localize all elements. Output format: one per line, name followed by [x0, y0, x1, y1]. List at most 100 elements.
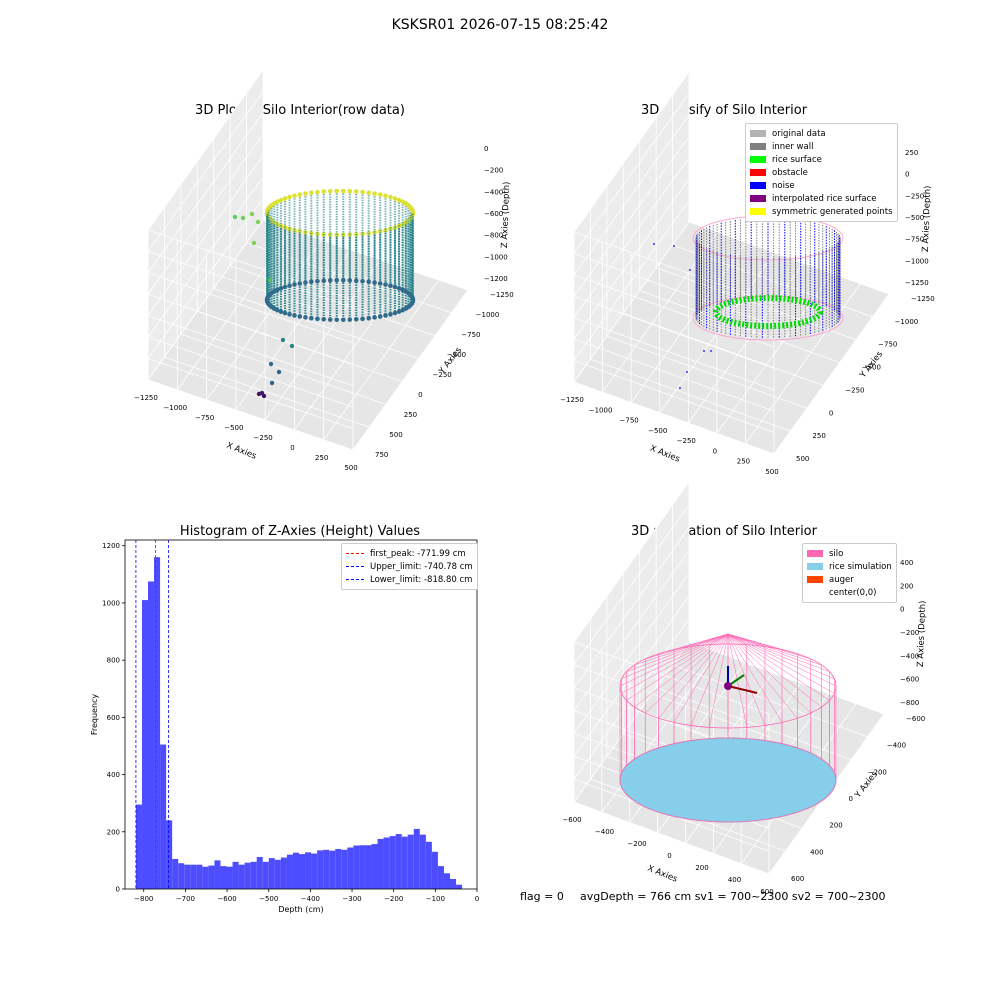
legend-label: obstacle: [772, 167, 808, 178]
y-tick-label: 600: [107, 714, 120, 722]
scatter-point: [297, 314, 303, 319]
scatter-point: [275, 287, 280, 293]
y-tick-label: −250: [433, 371, 452, 379]
scatter-point: [292, 313, 297, 318]
scatter-point: [392, 284, 398, 290]
histogram-bar: [256, 856, 263, 889]
y-tick-label: −600: [906, 715, 925, 723]
panel3-legend: first_peak: -771.99 cm Upper_limit: -740.…: [341, 543, 478, 590]
scatter-point: [383, 227, 388, 233]
scatter-point: [240, 215, 246, 221]
legend-entry: rice surface: [750, 153, 893, 166]
y-axis-label: Frequency: [90, 694, 99, 736]
y-tick-label: 0: [116, 886, 120, 894]
histogram-bar: [226, 866, 233, 889]
legend-swatch: [750, 208, 766, 215]
histogram-bar: [147, 581, 155, 889]
histogram-bar: [389, 836, 396, 889]
scatter-point: [315, 316, 320, 322]
legend-label: symmetric generated points: [772, 206, 893, 217]
scatter-point: [278, 309, 284, 314]
grid-line: [573, 381, 775, 455]
x-tick-label: −500: [648, 427, 667, 435]
grid-line: [147, 134, 264, 295]
scatter-point: [309, 315, 314, 321]
y-tick-label: −750: [878, 341, 897, 349]
grid-line: [147, 251, 354, 322]
z-tick-label: −250: [905, 192, 924, 200]
scatter-point: [388, 312, 393, 317]
grid-line: [672, 244, 873, 318]
x-tick-label: 0: [290, 444, 294, 452]
grid-line: [147, 91, 264, 252]
histogram-bar: [347, 847, 354, 889]
silo-roof-wire: [727, 633, 830, 672]
noise-point: [679, 387, 681, 389]
histogram-bar: [141, 600, 148, 889]
scatter-point: [282, 310, 288, 316]
x-tick-label: −200: [627, 840, 646, 848]
x-tick-label: −500: [224, 424, 243, 432]
silo-roof-wire: [626, 633, 729, 672]
legend-entry: rice simulation: [807, 560, 892, 573]
grid-line: [573, 550, 690, 711]
silo-roof-wire: [621, 633, 729, 679]
noise-point: [689, 269, 691, 271]
scatter-point: [396, 309, 402, 314]
scatter-point: [315, 231, 320, 237]
scatter-point: [269, 380, 275, 386]
scatter-point: [360, 189, 365, 195]
scatter-point: [292, 282, 297, 287]
grid-line: [745, 283, 861, 444]
z-tick-label: −800: [900, 699, 919, 707]
grid-line: [352, 289, 469, 451]
histogram-bar: [280, 857, 287, 889]
histogram-bar: [407, 834, 414, 889]
scatter-point: [309, 279, 314, 285]
scatter-point: [297, 281, 303, 286]
histogram-bar: [232, 861, 239, 889]
histogram-bar: [383, 837, 390, 889]
x-tick-label: −400: [301, 895, 320, 903]
scatter-point: [327, 188, 333, 194]
scatter-point: [309, 190, 314, 196]
histogram-bar: [341, 849, 348, 889]
scatter-point: [360, 278, 365, 284]
histogram-bar: [202, 866, 209, 889]
z-tick-label: −600: [900, 676, 919, 684]
scatter-point: [366, 279, 371, 285]
scatter-point: [372, 315, 377, 320]
legend-label: noise: [772, 180, 795, 191]
silo-roof-wire: [673, 633, 729, 650]
y-tick-label: 250: [812, 432, 825, 440]
histogram-bar: [172, 858, 179, 889]
scatter-point: [315, 189, 320, 195]
legend-swatch: [807, 563, 823, 570]
grid-line: [573, 596, 690, 757]
x-tick-label: −500: [259, 895, 278, 903]
z-axis-label: Z Axies (Depth): [916, 600, 928, 667]
grid-line: [147, 112, 264, 274]
z-tick-label: −1000: [905, 257, 929, 265]
silo-roof-wire: [709, 633, 729, 645]
histogram-bar: [214, 860, 221, 889]
histogram-bar: [305, 852, 312, 889]
grid-line: [590, 358, 791, 432]
grid-line: [573, 618, 690, 780]
scatter-point: [334, 188, 340, 194]
noise-point: [673, 245, 675, 247]
histogram-bar: [371, 844, 378, 889]
scatter-point: [410, 295, 416, 301]
histogram-bar: [456, 884, 463, 889]
grid-line: [180, 333, 386, 405]
y-axis-label: Y Axies: [853, 769, 881, 801]
rice-simulation-surface: [619, 737, 837, 823]
panel2-legend: original data inner wall rice surface obsta…: [745, 123, 898, 222]
histogram-bar: [190, 864, 197, 889]
grid-line: [176, 229, 293, 391]
y-tick-label: 600: [791, 875, 804, 883]
grid-line: [206, 239, 322, 401]
panel3-title: Histogram of Z-Axies (Height) Values: [179, 524, 421, 539]
legend-label: original data: [772, 128, 826, 139]
